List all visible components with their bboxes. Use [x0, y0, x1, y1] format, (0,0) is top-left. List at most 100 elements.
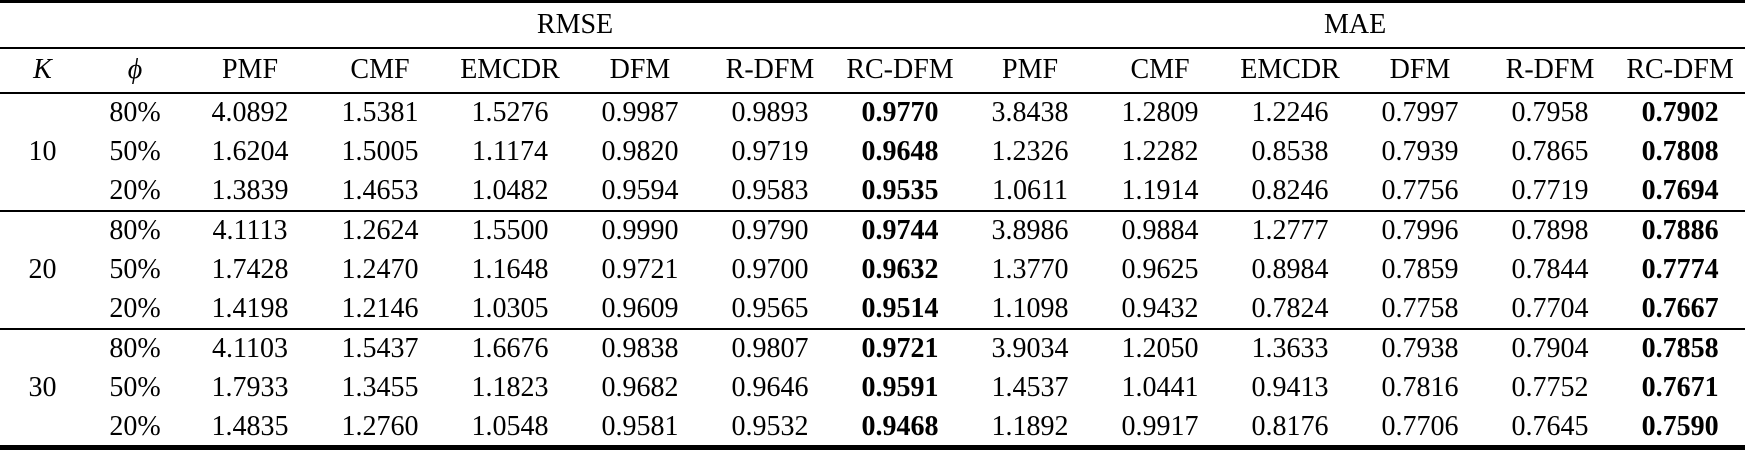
metric-value-cell: 0.7645 [1485, 408, 1616, 449]
metric-value-cell: 0.9790 [731, 215, 809, 247]
phi-value-cell: 20% [85, 289, 185, 331]
metric-value-cell: 1.0548 [445, 408, 575, 449]
k-value-cell: 30 [28, 372, 57, 404]
table-row: 80% 4.0892 1.5381 1.5276 0.9987 0.9893 0.9770 3… [0, 93, 1745, 132]
metric-value-cell: 0.7667 [1615, 289, 1745, 331]
metric-value-cell: 1.0441 [1121, 372, 1199, 404]
phi-value-cell: 80% [109, 333, 161, 365]
metric-value-cell: 0.9514 [835, 289, 966, 331]
metric-value-cell: 0.7824 [1225, 289, 1356, 331]
table-row: 80% 4.1103 1.5437 1.6676 0.9838 0.9807 0.9721 3… [0, 329, 1745, 368]
metric-value-cell: 0.9770 [861, 96, 939, 128]
metric-value-cell: 0.9884 [1121, 215, 1199, 247]
metric-value-cell: 0.7898 [1511, 215, 1589, 247]
metric-value-cell: 1.0305 [445, 289, 575, 331]
metric-value-cell: 1.3633 [1251, 333, 1329, 365]
metric-value-cell: 0.9609 [575, 289, 705, 331]
col-header-dfm-mae: DFM [1355, 47, 1486, 94]
table-row: 20% 1.3839 1.4653 1.0482 0.9594 0.9583 0.9535 1… [0, 171, 1745, 212]
metric-value-cell: 1.1823 [471, 372, 549, 404]
metric-value-cell: 1.1892 [965, 408, 1096, 449]
metric-value-cell: 0.8246 [1225, 171, 1356, 212]
metric-value-cell: 0.9432 [1095, 289, 1226, 331]
metric-value-cell: 0.7844 [1511, 253, 1589, 285]
metric-value-cell: 0.7865 [1511, 135, 1589, 167]
metric-value-cell: 0.7808 [1641, 135, 1719, 167]
metric-value-cell: 1.2050 [1121, 333, 1199, 365]
col-header-emcdr-rmse: EMCDR [445, 47, 575, 94]
metric-value-cell: 1.5381 [341, 96, 419, 128]
metric-group-header-row: RMSE MAE [0, 1, 1745, 49]
metric-value-cell: 1.5276 [471, 96, 549, 128]
mae-group-header: MAE [965, 1, 1745, 49]
metric-value-cell: 0.9625 [1121, 253, 1199, 285]
metric-value-cell: 0.9583 [705, 171, 835, 212]
metric-value-cell: 1.2470 [341, 253, 419, 285]
metric-value-cell: 1.2809 [1121, 96, 1199, 128]
phi-value-cell: 50% [109, 253, 161, 285]
metric-value-cell: 0.7902 [1641, 96, 1719, 128]
col-header-emcdr-mae: EMCDR [1225, 47, 1356, 94]
metric-value-cell: 1.6204 [211, 135, 289, 167]
metric-value-cell: 0.7939 [1381, 135, 1459, 167]
metric-value-cell: 1.2777 [1251, 215, 1329, 247]
table-body: 80% 4.0892 1.5381 1.5276 0.9987 0.9893 0.9770 3… [0, 93, 1745, 449]
metric-value-cell: 4.0892 [211, 96, 289, 128]
metric-value-cell: 0.9648 [861, 135, 939, 167]
metric-value-cell: 1.5437 [341, 333, 419, 365]
col-header-pmf-mae: PMF [965, 47, 1096, 94]
metric-value-cell: 0.9721 [601, 253, 679, 285]
metric-value-cell: 0.8984 [1251, 253, 1329, 285]
col-header-cmf-mae: CMF [1095, 47, 1226, 94]
metric-value-cell: 0.9413 [1251, 372, 1329, 404]
table-row: 80% 4.1113 1.2624 1.5500 0.9990 0.9790 0.9744 3… [0, 211, 1745, 250]
col-header-rdfm-mae: R-DFM [1485, 47, 1616, 94]
metric-value-cell: 1.2760 [315, 408, 445, 449]
metric-value-cell: 4.1103 [212, 333, 288, 365]
metric-value-cell: 0.7590 [1615, 408, 1745, 449]
phi-value-cell: 50% [109, 372, 161, 404]
table-row: 20% 1.4835 1.2760 1.0548 0.9581 0.9532 0.9468 1… [0, 408, 1745, 449]
rmse-group-header: RMSE [185, 1, 966, 49]
metric-value-cell: 0.9700 [731, 253, 809, 285]
metric-value-cell: 0.9838 [601, 333, 679, 365]
metric-value-cell: 1.6676 [471, 333, 549, 365]
metric-value-cell: 0.9535 [835, 171, 966, 212]
metric-value-cell: 1.2246 [1251, 96, 1329, 128]
metric-value-cell: 0.7859 [1381, 253, 1459, 285]
metric-value-cell: 0.9532 [705, 408, 835, 449]
metric-value-cell: 0.7671 [1641, 372, 1719, 404]
metric-value-cell: 0.7886 [1641, 215, 1719, 247]
metric-value-cell: 0.7694 [1615, 171, 1745, 212]
k-value-cell [0, 171, 85, 212]
col-header-dfm-rmse: DFM [575, 47, 705, 94]
k-value-cell [0, 289, 85, 331]
table-row: 20 50% 1.7428 1.2470 1.1648 0.9721 0.9700 0.963… [0, 250, 1745, 289]
metric-value-cell: 0.9565 [705, 289, 835, 331]
col-header-pmf-rmse: PMF [185, 47, 315, 94]
table-row: 30 50% 1.7933 1.3455 1.1823 0.9682 0.9646 0.959… [0, 369, 1745, 408]
metric-value-cell: 0.7719 [1485, 171, 1616, 212]
phi-value-cell: 50% [109, 135, 161, 167]
metric-value-cell: 0.9581 [575, 408, 705, 449]
metric-value-cell: 1.2146 [315, 289, 445, 331]
phi-value-cell: 80% [109, 215, 161, 247]
metric-value-cell: 0.7958 [1511, 96, 1589, 128]
col-header-phi: ϕ [85, 47, 185, 94]
column-header-row: K ϕ PMF CMF EMCDR DFM R-DFM RC-DFM PMF C… [0, 47, 1745, 94]
metric-value-cell: 0.8176 [1225, 408, 1356, 449]
metric-value-cell: 0.7706 [1355, 408, 1486, 449]
metric-value-cell: 0.9744 [861, 215, 939, 247]
metric-value-cell: 1.1914 [1095, 171, 1226, 212]
metric-value-cell: 0.9917 [1095, 408, 1226, 449]
metric-value-cell: 0.9632 [861, 253, 939, 285]
empty-corner-cell [0, 1, 185, 49]
metric-value-cell: 0.7858 [1641, 333, 1719, 365]
col-header-rcdfm-mae: RC-DFM [1615, 47, 1745, 94]
k-value-cell [0, 408, 85, 449]
metric-value-cell: 0.7752 [1511, 372, 1589, 404]
metric-value-cell: 0.7904 [1511, 333, 1589, 365]
metric-value-cell: 1.2326 [991, 135, 1069, 167]
